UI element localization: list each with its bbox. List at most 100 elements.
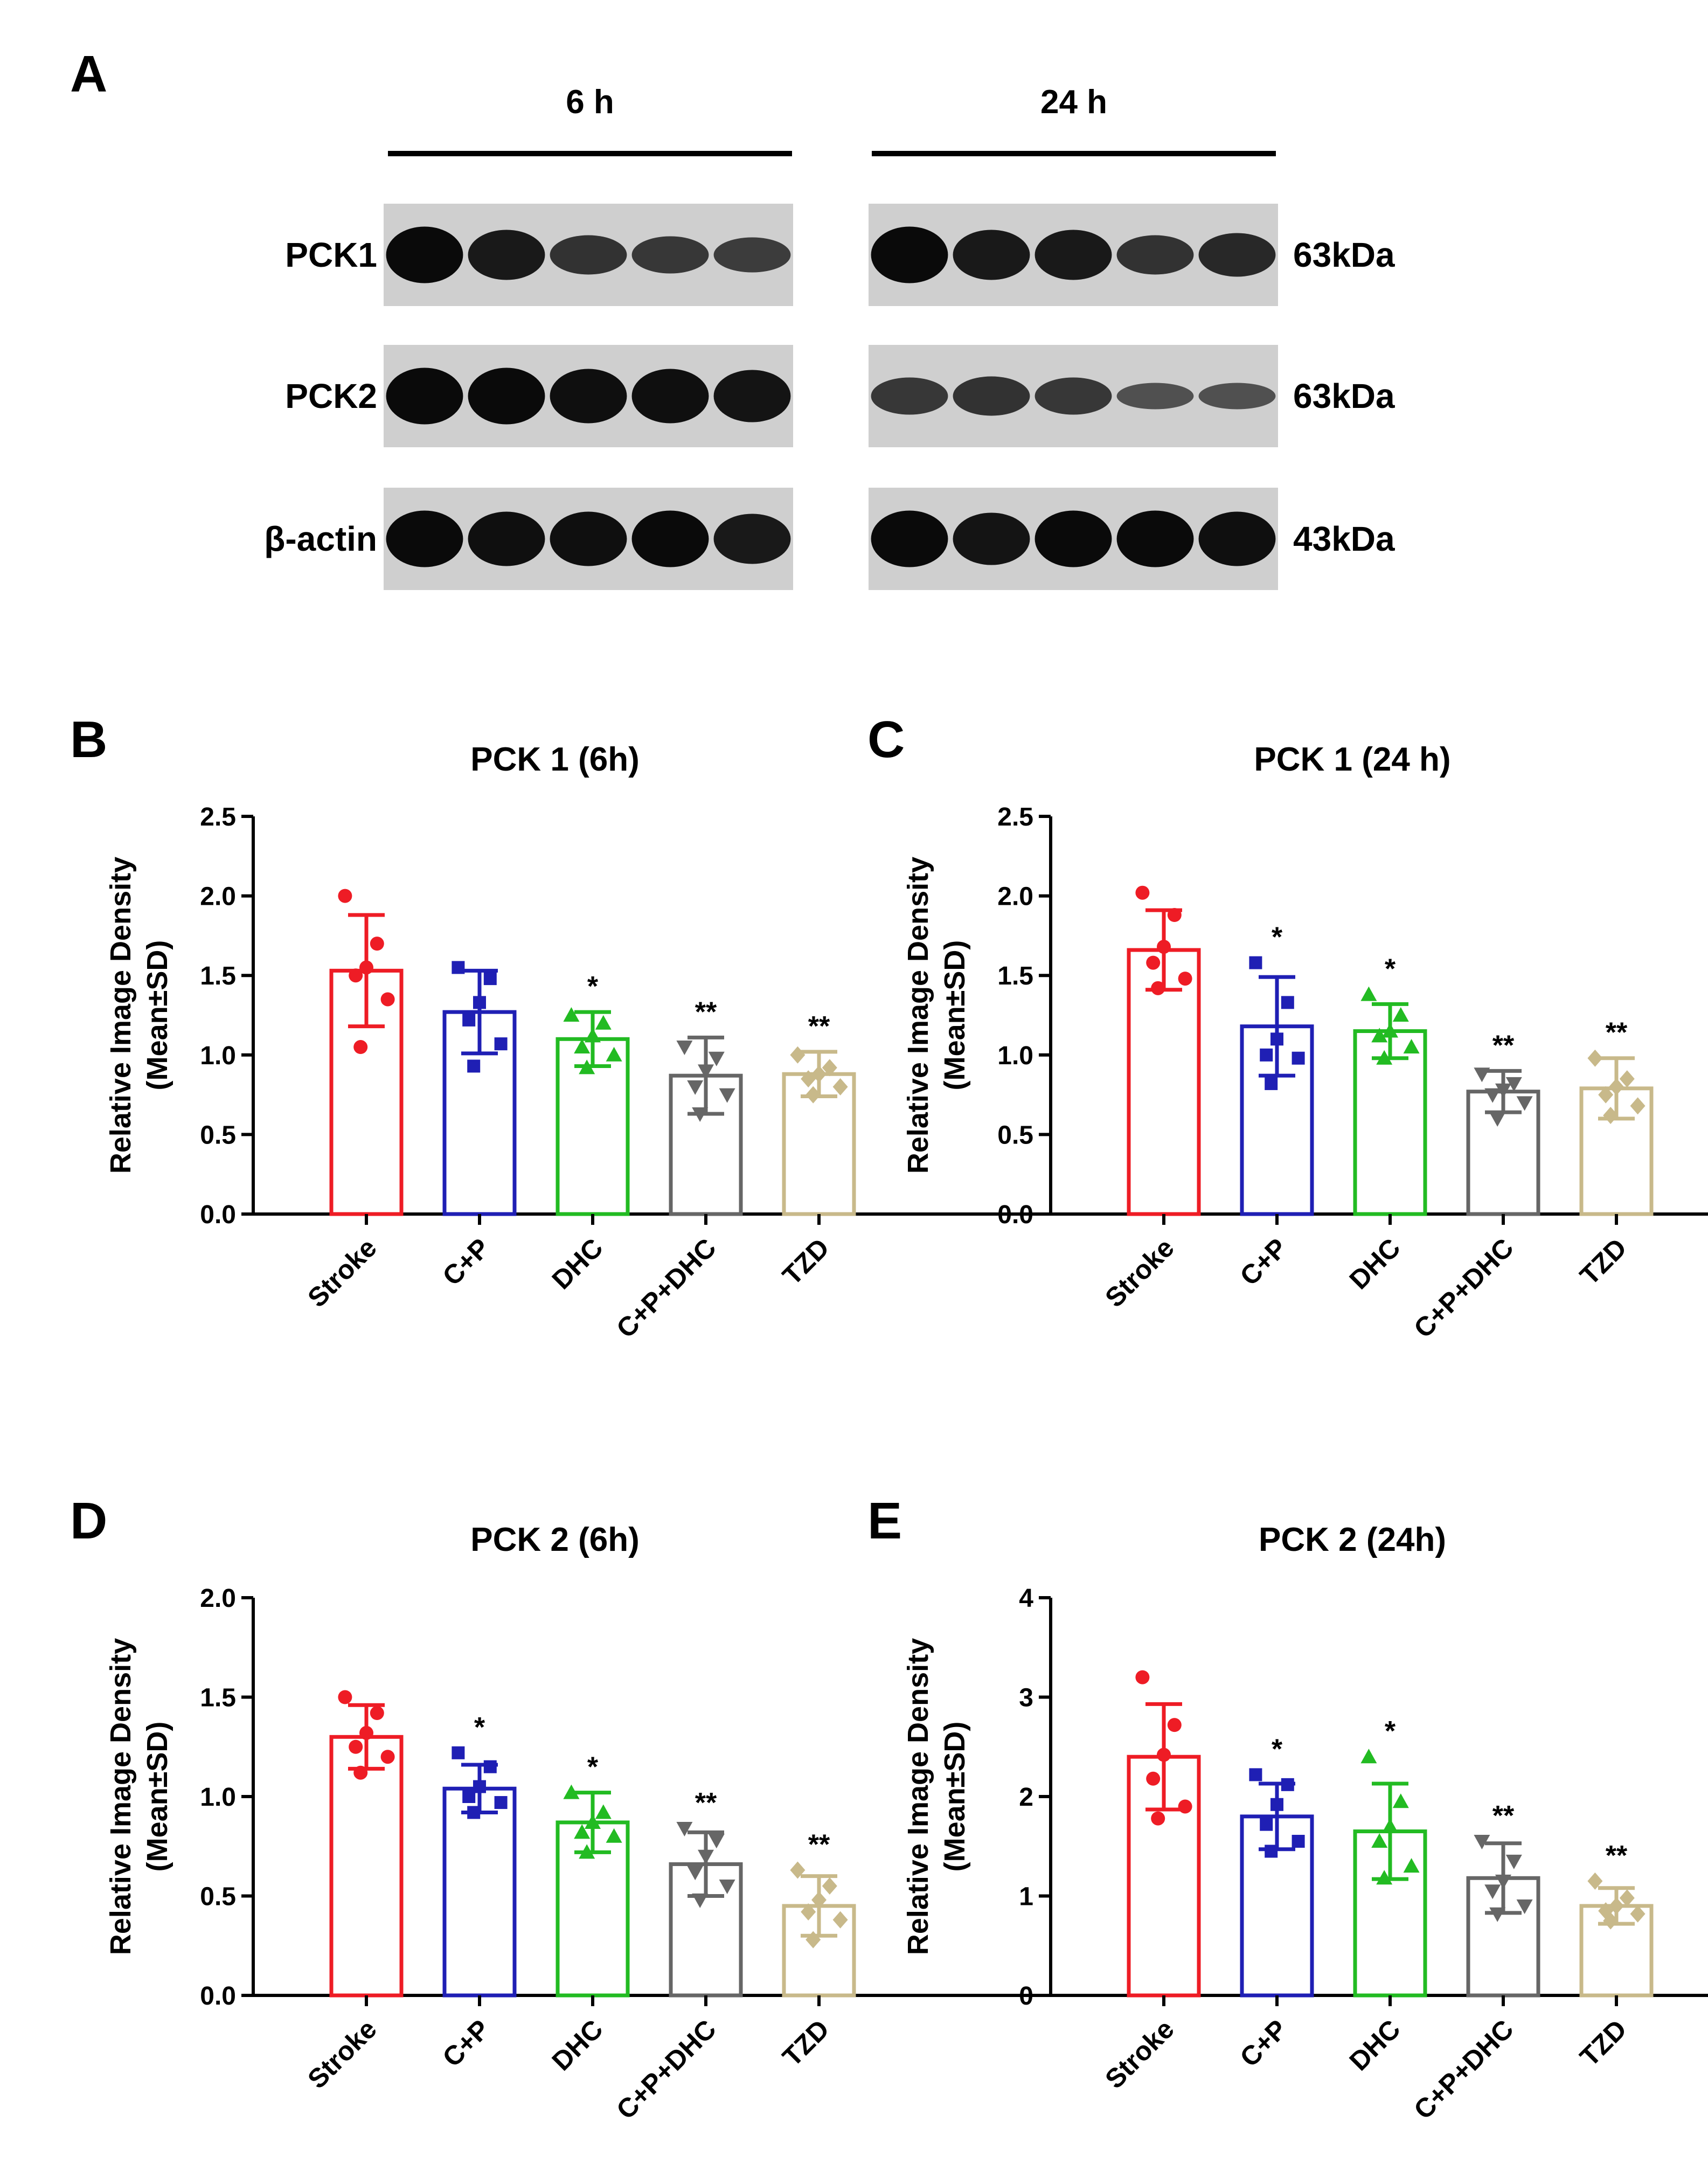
data-point-b-dhc-1 — [563, 1007, 580, 1022]
data-point-e-c-p-2 — [1281, 1778, 1294, 1791]
y-tick-label-b-2: 1.0 — [200, 1042, 236, 1070]
protein-label-PCK2: PCK2 — [285, 377, 377, 415]
data-point-d-dhc-6 — [579, 1844, 595, 1859]
data-point-b-c-p-dhc-4 — [687, 1080, 704, 1095]
data-point-c-c-p-dhc-3 — [1495, 1083, 1511, 1098]
data-point-d-tzd-3 — [811, 1891, 827, 1909]
data-point-b-c-p-dhc-1 — [676, 1041, 693, 1056]
panel-label-c: C — [867, 711, 905, 768]
blot-band-PCK2-6h-lane-1 — [386, 368, 463, 425]
data-point-e-stroke-6 — [1151, 1811, 1165, 1826]
data-point-d-c-p-dhc-1 — [676, 1822, 693, 1837]
significance-c-c-p: * — [1272, 922, 1283, 953]
y-axis-label-line1: Relative Image Density — [902, 857, 934, 1174]
data-point-c-tzd-2 — [1619, 1070, 1635, 1088]
data-point-b-dhc-2 — [595, 1015, 612, 1030]
protein-label-beta_actin: β-actin — [264, 519, 377, 558]
blot-band-PCK1-6h-lane-1 — [386, 226, 463, 283]
data-point-c-dhc-5 — [1403, 1039, 1420, 1054]
data-point-c-stroke-2 — [1167, 908, 1182, 923]
blot-band-PCK1-24h-lane-1 — [871, 226, 948, 283]
data-point-d-c-p-dhc-6 — [692, 1893, 709, 1908]
significance-d-tzd: ** — [808, 1829, 830, 1861]
data-point-b-c-p-dhc-3 — [698, 1064, 714, 1079]
data-point-d-dhc-3 — [585, 1814, 601, 1829]
y-axis-label-c: Relative Image Density (Mean±SD) — [902, 857, 971, 1174]
blot-band-PCK2-24h-lane-3 — [1034, 377, 1112, 415]
y-axis-label-e: Relative Image Density (Mean±SD) — [902, 1638, 971, 1955]
data-point-c-c-p-dhc-2 — [1505, 1077, 1522, 1092]
data-point-b-tzd-5 — [832, 1078, 848, 1096]
data-point-b-dhc-6 — [579, 1059, 595, 1074]
data-point-b-stroke-6 — [353, 1040, 368, 1055]
data-point-c-c-p-4 — [1260, 1048, 1273, 1062]
data-point-e-dhc-1 — [1360, 1749, 1377, 1764]
data-point-b-c-p-dhc-2 — [708, 1051, 725, 1066]
data-point-e-c-p-dhc-5 — [1516, 1899, 1533, 1914]
significance-d-c-p: * — [474, 1712, 485, 1743]
y-tick-label-c-5: 2.5 — [997, 803, 1033, 831]
significance-e-tzd: ** — [1606, 1840, 1628, 1871]
data-point-e-c-p-dhc-6 — [1489, 1907, 1506, 1922]
data-point-b-tzd-4 — [801, 1070, 816, 1088]
data-point-c-tzd-5 — [1630, 1097, 1645, 1115]
data-point-b-c-p-4 — [462, 1013, 476, 1027]
y-axis-label-line2: (Mean±SD) — [939, 1722, 971, 1872]
data-point-c-c-p-dhc-4 — [1484, 1088, 1501, 1103]
blot-band-beta_actin-6h-lane-4 — [631, 510, 709, 567]
significance-b-c-p-dhc: ** — [695, 996, 717, 1028]
data-point-b-tzd-6 — [806, 1086, 821, 1104]
data-point-e-stroke-1 — [1135, 1670, 1150, 1684]
panel-label-b: B — [70, 711, 107, 768]
data-point-e-tzd-2 — [1619, 1889, 1635, 1907]
significance-e-c-p: * — [1272, 1734, 1283, 1765]
data-point-e-dhc-4 — [1371, 1833, 1388, 1848]
y-tick-label-b-4: 2.0 — [200, 883, 236, 911]
y-axis-label-line2: (Mean±SD) — [141, 1722, 173, 1872]
y-tick-label-c-1: 0.5 — [997, 1121, 1033, 1149]
blot-band-beta_actin-6h-lane-5 — [713, 514, 791, 564]
data-point-b-tzd-1 — [790, 1046, 806, 1064]
blot-band-beta_actin-24h-lane-5 — [1198, 511, 1276, 566]
data-point-d-c-p-dhc-3 — [698, 1849, 714, 1864]
data-point-c-c-p-dhc-6 — [1489, 1112, 1506, 1127]
y-tick-label-c-2: 1.0 — [997, 1042, 1033, 1070]
data-point-e-c-p-5 — [1292, 1835, 1305, 1848]
data-point-d-c-p-dhc-2 — [708, 1834, 725, 1849]
data-point-c-dhc-6 — [1376, 1050, 1393, 1065]
data-point-b-c-p-6 — [467, 1059, 481, 1073]
blot-band-PCK1-6h-lane-4 — [631, 236, 709, 274]
data-point-e-stroke-4 — [1146, 1771, 1161, 1786]
y-axis-label-b: Relative Image Density (Mean±SD) — [105, 857, 173, 1174]
data-point-d-c-p-dhc-5 — [719, 1880, 735, 1895]
y-tick-label-e-1: 1 — [1019, 1883, 1033, 1911]
data-point-d-stroke-6 — [353, 1765, 368, 1780]
significance-b-dhc: * — [587, 971, 599, 1002]
data-point-d-stroke-3 — [359, 1725, 373, 1740]
data-point-e-stroke-3 — [1157, 1748, 1171, 1762]
data-point-c-c-p-2 — [1281, 996, 1294, 1009]
y-tick-label-c-0: 0.0 — [997, 1201, 1033, 1229]
data-point-b-dhc-3 — [585, 1028, 601, 1043]
data-point-d-c-p-dhc-4 — [687, 1866, 704, 1881]
data-point-c-c-p-1 — [1249, 956, 1262, 969]
data-point-e-c-p-dhc-4 — [1484, 1884, 1501, 1899]
y-tick-label-d-4: 2.0 — [200, 1584, 236, 1613]
blot-band-PCK1-24h-lane-4 — [1116, 235, 1194, 275]
y-axis-label-line1: Relative Image Density — [902, 1638, 934, 1955]
y-tick-label-b-1: 0.5 — [200, 1121, 236, 1149]
y-tick-label-e-2: 2 — [1019, 1783, 1033, 1812]
data-point-d-stroke-5 — [380, 1750, 395, 1764]
y-axis-label-line2: (Mean±SD) — [141, 940, 173, 1091]
data-point-e-tzd-6 — [1603, 1912, 1619, 1930]
chart-title-b: PCK 1 (6h) — [470, 741, 639, 778]
data-point-e-tzd-1 — [1587, 1872, 1603, 1890]
data-point-b-c-p-5 — [494, 1037, 508, 1051]
blot-band-PCK1-24h-lane-2 — [953, 230, 1030, 280]
y-tick-label-d-2: 1.0 — [200, 1783, 236, 1812]
blot-band-PCK2-24h-lane-2 — [953, 376, 1030, 416]
y-tick-label-b-0: 0.0 — [200, 1201, 236, 1229]
blot-band-beta_actin-6h-lane-3 — [550, 511, 627, 566]
data-point-c-stroke-1 — [1135, 885, 1150, 900]
